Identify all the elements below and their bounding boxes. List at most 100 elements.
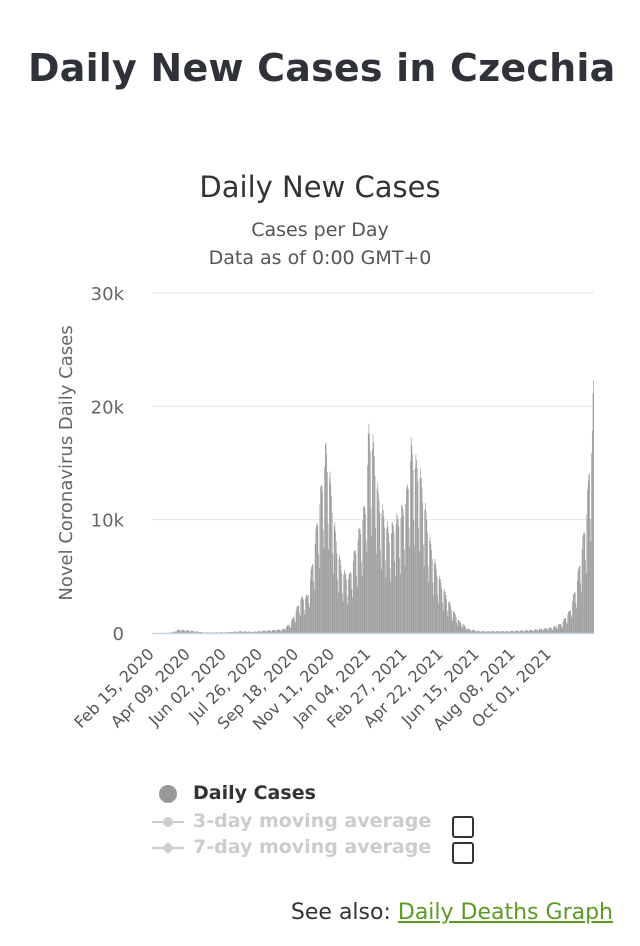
bar-daily-cases xyxy=(397,515,398,633)
bar-daily-cases xyxy=(418,551,420,633)
bar-daily-cases xyxy=(352,597,353,633)
bar-daily-cases xyxy=(569,610,571,633)
bar-daily-cases xyxy=(245,631,247,633)
checkbox-7-day-average[interactable] xyxy=(452,842,474,864)
bar-daily-cases xyxy=(394,561,396,633)
bar-daily-cases xyxy=(389,568,391,633)
bar-daily-cases xyxy=(320,486,321,633)
bar-daily-cases xyxy=(408,527,410,633)
bar-daily-cases xyxy=(455,614,456,633)
bar-daily-cases xyxy=(536,629,538,633)
bar-daily-cases xyxy=(555,626,557,633)
bar-daily-cases xyxy=(563,619,565,633)
bar-daily-cases xyxy=(177,629,178,633)
bar-daily-cases xyxy=(318,554,319,633)
bar-daily-cases xyxy=(376,488,378,633)
bar-daily-cases xyxy=(561,627,563,633)
bar-daily-cases xyxy=(289,627,291,633)
bar-daily-cases xyxy=(539,628,541,633)
bar-daily-cases xyxy=(244,631,246,633)
bar-daily-cases xyxy=(243,631,245,633)
bar-daily-cases xyxy=(463,625,465,633)
bar-daily-cases xyxy=(307,594,309,633)
bar-daily-cases xyxy=(382,504,383,633)
circle-marker-icon xyxy=(159,785,177,803)
bar-daily-cases xyxy=(433,594,434,633)
bar-daily-cases xyxy=(303,609,305,633)
bar-daily-cases xyxy=(337,592,339,633)
bar-daily-cases xyxy=(255,631,257,633)
bar-daily-cases xyxy=(456,622,458,633)
bar-daily-cases xyxy=(436,569,437,633)
bar-daily-cases xyxy=(381,513,383,633)
daily-deaths-graph-link[interactable]: Daily Deaths Graph xyxy=(397,900,613,925)
see-also: See also: Daily Deaths Graph xyxy=(291,900,613,925)
bar-daily-cases xyxy=(383,516,385,633)
bar-daily-cases xyxy=(395,576,396,633)
bar-daily-cases xyxy=(504,632,506,633)
bar-daily-cases xyxy=(363,505,364,633)
bar-daily-cases xyxy=(324,466,325,633)
bar-daily-cases xyxy=(459,621,461,633)
bar-daily-cases xyxy=(302,597,304,633)
bar-daily-cases xyxy=(292,616,294,633)
bar-daily-cases xyxy=(260,631,262,633)
bar-daily-cases xyxy=(282,629,283,633)
bar-daily-cases xyxy=(437,594,439,633)
bar-daily-cases xyxy=(228,632,230,633)
bar-daily-cases xyxy=(197,631,199,633)
bar-daily-cases xyxy=(510,631,511,633)
bar-daily-cases xyxy=(270,631,272,633)
bar-daily-cases xyxy=(370,507,372,633)
bar-daily-cases xyxy=(530,629,532,633)
bar-daily-cases xyxy=(500,631,502,633)
bar-daily-cases xyxy=(492,631,494,633)
bar-daily-cases xyxy=(257,631,259,633)
bar-daily-cases xyxy=(555,626,556,633)
bar-daily-cases xyxy=(560,624,562,633)
bar-daily-cases xyxy=(331,495,332,633)
bar-daily-cases xyxy=(529,630,530,633)
bar-daily-cases xyxy=(457,625,458,633)
bar-daily-cases xyxy=(385,577,387,633)
bar-daily-cases xyxy=(318,568,320,633)
bar-daily-cases xyxy=(444,589,445,633)
bar-daily-cases xyxy=(286,626,287,633)
bar-daily-cases xyxy=(250,631,251,633)
bar-daily-cases xyxy=(367,465,368,633)
bar-daily-cases xyxy=(187,630,189,633)
bar-daily-cases xyxy=(312,564,313,633)
bar-daily-cases xyxy=(363,506,365,633)
bar-daily-cases xyxy=(334,522,336,633)
bar-daily-cases xyxy=(528,631,530,633)
bar-daily-cases xyxy=(541,629,543,633)
bar-daily-cases xyxy=(508,631,510,633)
bar-daily-cases xyxy=(506,631,508,633)
bar-daily-cases xyxy=(351,589,353,633)
bar-daily-cases xyxy=(333,525,335,633)
chart-subtitle: Cases per Day xyxy=(251,219,389,241)
bar-daily-cases xyxy=(325,442,327,633)
bar-daily-cases xyxy=(284,628,285,633)
bar-daily-cases xyxy=(271,631,272,633)
bar-daily-cases xyxy=(489,631,490,633)
bar-daily-cases xyxy=(362,519,364,633)
bar-daily-cases xyxy=(346,579,347,633)
bar-daily-cases xyxy=(355,553,357,633)
bar-daily-cases xyxy=(482,631,483,633)
bar-daily-cases xyxy=(284,629,286,633)
bar-daily-cases xyxy=(226,632,227,633)
bar-daily-cases xyxy=(339,554,340,633)
bar-daily-cases xyxy=(215,632,217,633)
bar-daily-cases xyxy=(175,631,177,633)
bar-daily-cases xyxy=(288,624,289,633)
bar-daily-cases xyxy=(592,393,594,633)
bar-daily-cases xyxy=(493,631,494,633)
bar-daily-cases xyxy=(480,632,482,633)
bar-daily-cases xyxy=(332,553,334,633)
bar-daily-cases xyxy=(545,628,547,633)
bar-daily-cases xyxy=(497,631,499,633)
bar-daily-cases xyxy=(466,630,468,633)
checkbox-3-day-average[interactable] xyxy=(452,816,474,838)
bar-daily-cases xyxy=(414,467,416,633)
